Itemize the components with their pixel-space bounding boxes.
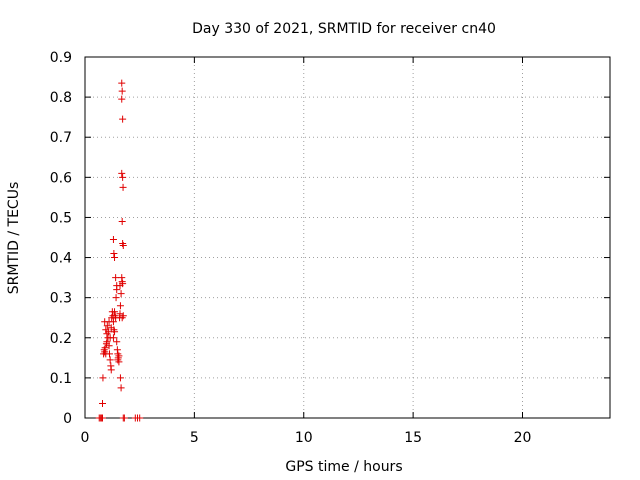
y-tick-label: 0.3	[50, 291, 72, 307]
data-point	[107, 366, 115, 374]
data-point	[99, 414, 106, 422]
data-point	[119, 312, 127, 320]
data-point	[112, 294, 120, 302]
data-point	[99, 400, 106, 408]
y-tick-label: 0.5	[50, 210, 72, 226]
data-point	[118, 87, 126, 95]
y-tick-label: 0.7	[50, 130, 72, 146]
y-tick-label: 0.4	[50, 251, 72, 267]
data-point	[109, 334, 117, 342]
data-points	[95, 79, 144, 422]
y-tick-labels: 0 0.1 0.2 0.3 0.4 0.5 0.6 0.7 0.8 0.9	[50, 50, 72, 427]
y-tick-label: 0	[63, 411, 72, 427]
x-axis-label: GPS time / hours	[285, 459, 402, 475]
data-point	[119, 183, 127, 191]
data-point	[118, 169, 126, 177]
data-point	[116, 302, 124, 310]
data-point	[111, 254, 119, 262]
x-tick-labels: 0 5 10 15 20	[81, 430, 532, 446]
data-point	[112, 274, 120, 282]
data-point	[120, 414, 128, 422]
data-point	[106, 356, 114, 364]
data-point	[99, 374, 107, 382]
data-point	[119, 280, 127, 288]
x-tick-label: 15	[404, 430, 422, 446]
data-point	[111, 328, 119, 336]
data-point	[118, 79, 126, 87]
data-point	[103, 338, 111, 346]
data-point	[109, 236, 117, 244]
x-tick-label: 0	[81, 430, 90, 446]
data-point	[116, 374, 124, 382]
y-tick-label: 0.2	[50, 331, 72, 347]
x-tick-label: 20	[514, 430, 532, 446]
y-axis-label: SRMTID / TECUs	[6, 182, 22, 295]
data-point	[101, 344, 109, 352]
data-point	[119, 173, 127, 181]
y-tick-label: 0.1	[50, 371, 72, 387]
data-point	[117, 290, 125, 298]
grid-lines	[85, 57, 610, 418]
x-tick-label: 5	[190, 430, 199, 446]
data-point	[111, 308, 119, 316]
data-point	[105, 342, 113, 350]
axis-ticks	[84, 56, 610, 419]
data-point	[117, 384, 125, 392]
data-point	[103, 322, 111, 330]
y-tick-label: 0.8	[50, 90, 72, 106]
plot-frame	[84, 56, 611, 419]
data-point	[109, 318, 117, 326]
data-point	[119, 242, 127, 250]
y-tick-label: 0.6	[50, 170, 72, 186]
data-point	[119, 115, 127, 123]
x-tick-label: 10	[295, 430, 313, 446]
data-point	[118, 217, 126, 225]
data-point	[110, 250, 118, 258]
data-point	[136, 414, 144, 422]
y-tick-label: 0.9	[50, 50, 72, 66]
data-point	[113, 338, 121, 346]
chart-title: Day 330 of 2021, SRMTID for receiver cn4…	[192, 21, 496, 37]
data-point	[114, 356, 122, 364]
data-point	[106, 350, 113, 358]
data-point	[118, 95, 126, 103]
data-point	[105, 328, 113, 336]
data-point	[115, 352, 123, 360]
